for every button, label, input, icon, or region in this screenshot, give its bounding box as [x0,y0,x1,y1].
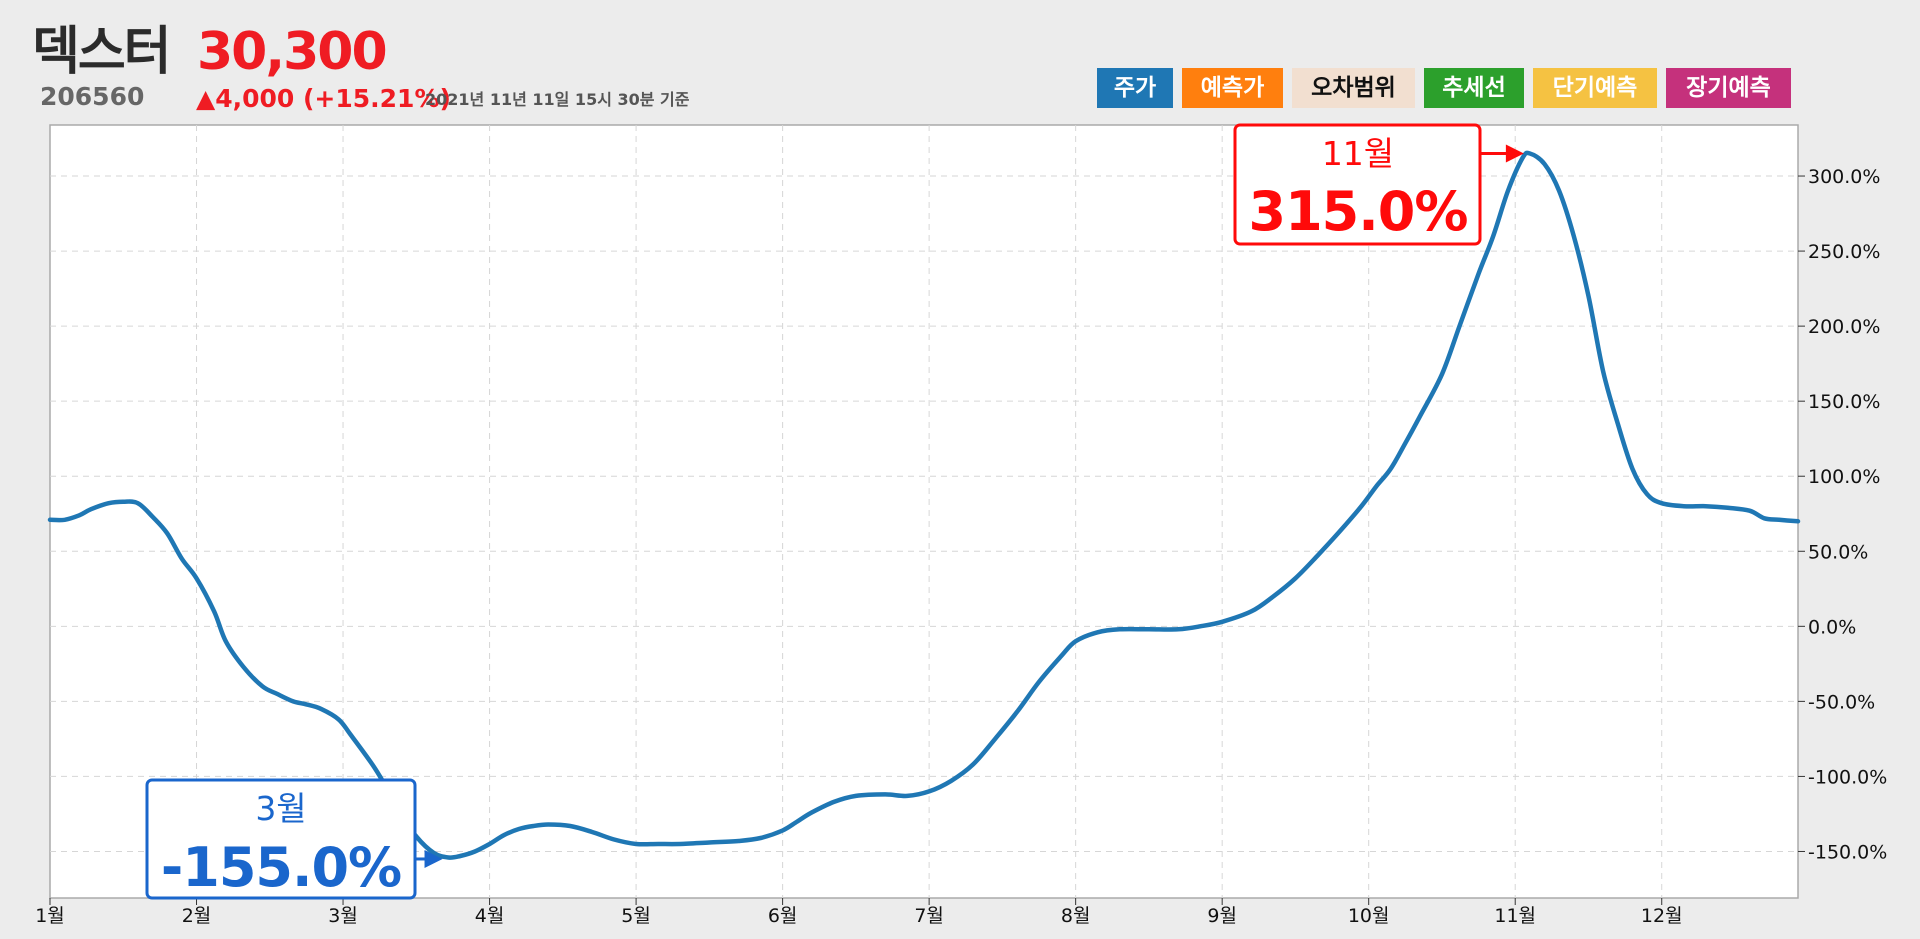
y-tick-label: 300.0% [1808,166,1880,188]
stock-header: 덱스터 30,300 206560 ▲4,000 (+15.21%) 2021년… [0,0,1920,125]
x-tick-label: 5월 [621,905,651,927]
price-change: ▲4,000 (+15.21%) [196,84,451,113]
x-tick-label: 3월 [328,905,358,927]
legend-item-error-range[interactable]: 오차범위 [1292,68,1415,108]
x-tick-label: 4월 [475,905,505,927]
min-callout-box [145,778,417,900]
grid-lines [50,125,1798,898]
y-tick-label: -50.0% [1808,691,1875,713]
x-tick-label: 8월 [1061,905,1091,927]
legend-item-short-term[interactable]: 단기예측 [1533,68,1657,108]
y-tick-label: 250.0% [1808,241,1880,263]
max-callout: 11월 315.0% [1233,123,1524,246]
y-tick-label: 0.0% [1808,616,1856,638]
x-tick-label: 11월 [1494,905,1536,927]
y-tick-label: 150.0% [1808,391,1880,413]
min-callout: 3월 -155.0% [145,778,443,900]
y-tick-label: 50.0% [1808,541,1868,563]
y-tick-label: -100.0% [1808,766,1887,788]
y-tick-label: 200.0% [1808,316,1880,338]
min-callout-arrow-head [424,849,443,868]
legend-item-trendline[interactable]: 추세선 [1424,68,1524,108]
y-tick-label: -150.0% [1808,841,1887,863]
legend-item-predicted[interactable]: 예측가 [1182,68,1283,108]
series-line [47,150,1801,860]
x-tick-label: 2월 [182,905,212,927]
x-tick-label: 9월 [1207,905,1237,927]
x-tick-label: 7월 [914,905,944,927]
min-callout-month: 3월 [255,789,306,828]
stock-code: 206560 [40,82,145,111]
timestamp: 2021년 11년 11일 15시 30분 기준 [425,90,690,109]
current-price: 30,300 [197,22,388,82]
x-axis-ticks: 1월 2월 3월 4월 5월 6월 7월 8월 9월 10월 11월 12월 [35,898,1683,927]
max-callout-month: 11월 [1322,134,1394,173]
legend-item-price[interactable]: 주가 [1097,68,1173,108]
y-axis-ticks: 300.0% 250.0% 200.0% 150.0% 100.0% 50.0% 0.0% -… [1798,166,1887,863]
x-tick-label: 10월 [1348,905,1390,927]
max-callout-box [1233,123,1482,246]
legend-item-long-term[interactable]: 장기예측 [1666,68,1791,108]
x-tick-label: 1월 [35,905,65,927]
max-callout-value: 315.0% [1249,180,1468,243]
x-tick-label: 12월 [1641,905,1683,927]
plot-area [49,124,1799,899]
stock-name: 덱스터 [32,22,172,82]
min-callout-value: -155.0% [161,836,401,899]
x-tick-label: 6월 [768,905,798,927]
max-callout-arrow-head [1505,144,1524,163]
y-tick-label: 100.0% [1808,466,1880,488]
